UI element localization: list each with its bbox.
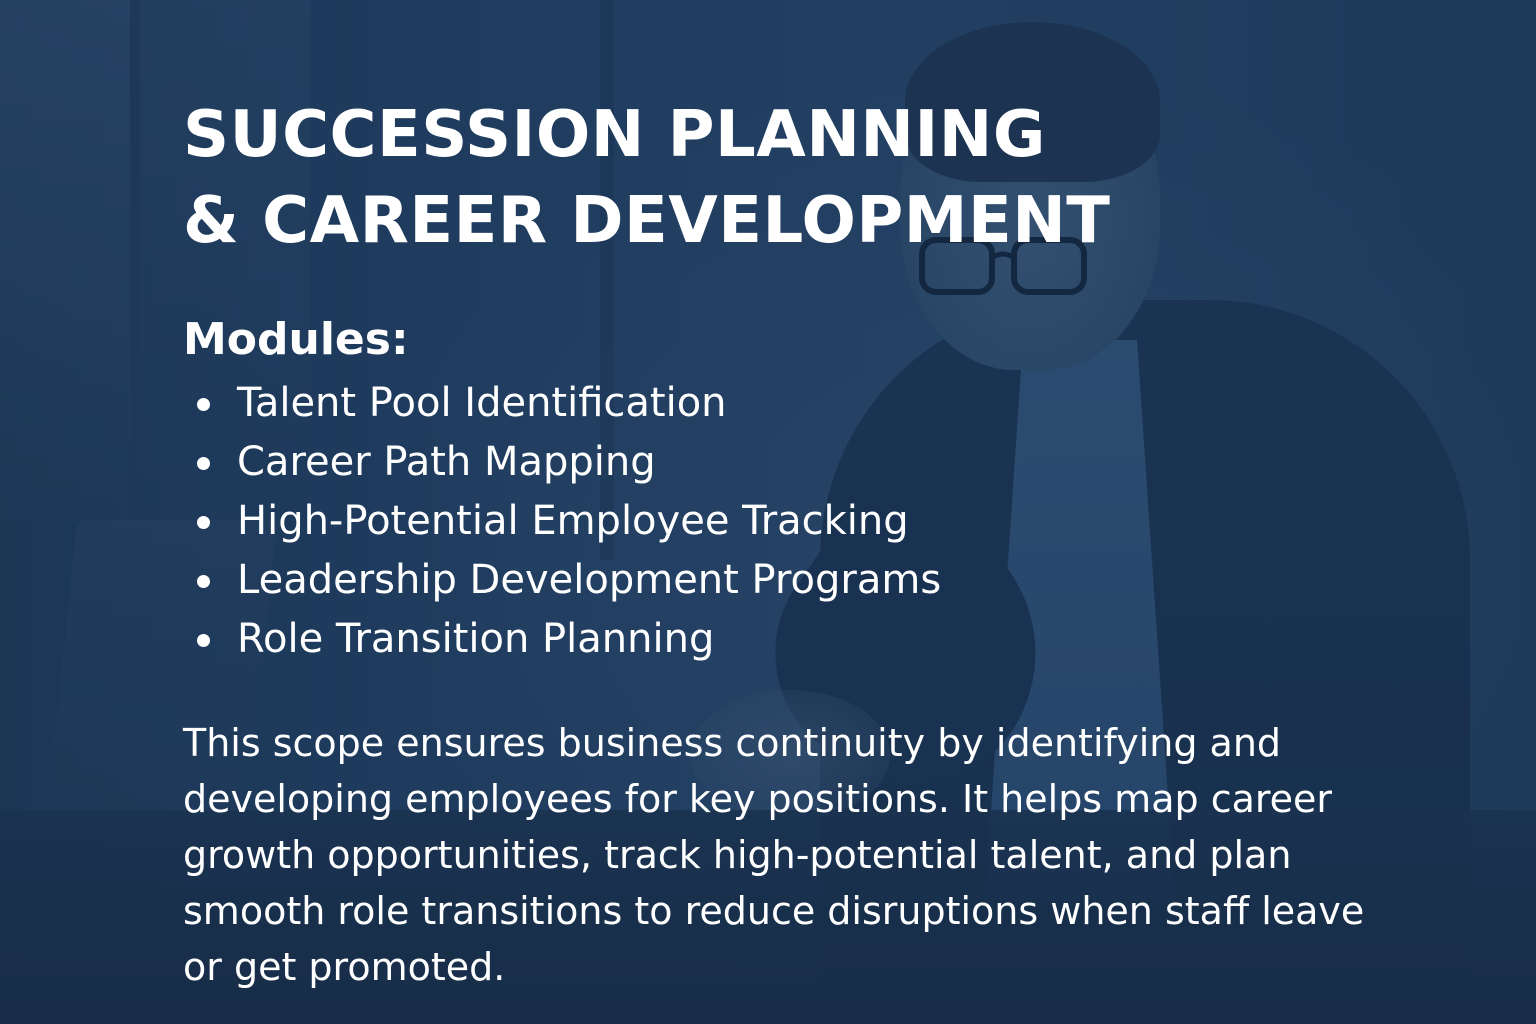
window-pane bbox=[140, 0, 310, 520]
module-label: Role Transition Planning bbox=[237, 616, 715, 662]
bullet-icon bbox=[197, 516, 210, 529]
module-item: Talent Pool Identification bbox=[183, 374, 1443, 433]
title-line-2: & CAREER DEVELOPMENT bbox=[183, 184, 1111, 258]
person-hair bbox=[905, 22, 1160, 182]
module-item: High-Potential Employee Tracking bbox=[183, 492, 1443, 551]
module-list: Talent Pool Identification Career Path M… bbox=[183, 374, 1443, 669]
module-label: Career Path Mapping bbox=[237, 439, 656, 485]
wall-edge bbox=[600, 0, 614, 560]
module-label: Leadership Development Programs bbox=[237, 557, 942, 603]
page-title: SUCCESSION PLANNING & CAREER DEVELOPMENT bbox=[183, 92, 1443, 264]
window-pane bbox=[0, 0, 130, 520]
content-panel: SUCCESSION PLANNING & CAREER DEVELOPMENT… bbox=[183, 92, 1443, 995]
person-hand bbox=[690, 690, 890, 820]
desk-surface bbox=[0, 810, 1536, 1024]
title-line-1: SUCCESSION PLANNING bbox=[183, 98, 1046, 172]
module-label: Talent Pool Identification bbox=[237, 380, 727, 426]
bullet-icon bbox=[197, 575, 210, 588]
module-item: Role Transition Planning bbox=[183, 610, 1443, 669]
module-label: High-Potential Employee Tracking bbox=[237, 498, 909, 544]
bullet-icon bbox=[197, 634, 210, 647]
glasses-icon bbox=[919, 237, 1087, 295]
modules-heading: Modules: bbox=[183, 314, 409, 365]
module-item: Leadership Development Programs bbox=[183, 551, 1443, 610]
bullet-icon bbox=[197, 457, 210, 470]
module-item: Career Path Mapping bbox=[183, 433, 1443, 492]
bullet-icon bbox=[197, 398, 210, 411]
description-paragraph: This scope ensures business continuity b… bbox=[183, 721, 1365, 989]
